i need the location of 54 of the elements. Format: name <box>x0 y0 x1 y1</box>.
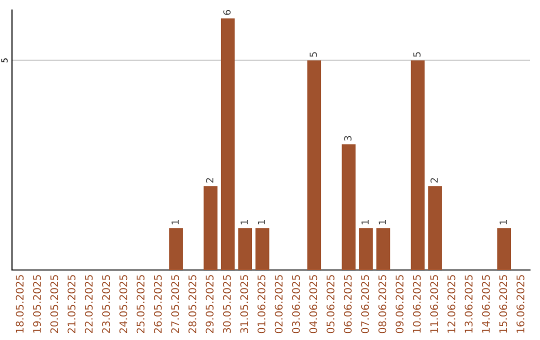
x-tick-label: 26.05.2025 <box>154 275 162 334</box>
x-tick-label: 07.06.2025 <box>361 275 369 334</box>
x-tick-label: 21.05.2025 <box>68 275 76 334</box>
bar <box>169 228 183 270</box>
x-tick-label: 22.05.2025 <box>84 275 93 334</box>
bar <box>204 186 218 270</box>
data-label: 1 <box>500 220 507 224</box>
bar <box>342 144 356 270</box>
bar <box>307 60 322 270</box>
bar <box>359 228 373 270</box>
data-label: 1 <box>240 220 248 224</box>
data-label: 5 <box>310 52 317 57</box>
x-tick-label: 10.06.2025 <box>412 275 421 333</box>
x-tick-label: 18.05.2025 <box>16 275 24 333</box>
x-tick-label: 12.06.2025 <box>447 275 456 333</box>
x-tick-label: 01.06.2025 <box>258 275 266 334</box>
data-label: 6 <box>223 10 231 15</box>
x-tick-label: 30.05.2025 <box>222 275 231 334</box>
bar <box>376 228 390 270</box>
x-tick-label: 15.06.2025 <box>499 275 508 333</box>
x-tick-label: 02.06.2025 <box>274 275 283 334</box>
data-label: 1 <box>258 220 266 224</box>
bar <box>497 228 512 270</box>
x-tick-label: 03.06.2025 <box>292 275 300 334</box>
x-tick-label: 31.05.2025 <box>240 275 248 334</box>
x-tick-label: 29.05.2025 <box>206 275 214 334</box>
x-tick-label: 06.06.2025 <box>344 275 352 334</box>
data-label: 2 <box>430 178 438 183</box>
x-tick-label: 11.06.2025 <box>430 275 438 333</box>
x-tick-label: 16.06.2025 <box>516 275 524 333</box>
bar <box>255 228 270 270</box>
x-tick-label: 19.05.2025 <box>33 275 41 333</box>
x-tick-label: 08.06.2025 <box>378 275 386 334</box>
x-tick-label: 09.06.2025 <box>396 275 404 334</box>
data-label: 1 <box>362 220 369 224</box>
x-tick-label: 25.05.2025 <box>136 275 145 334</box>
bar <box>220 18 235 270</box>
x-tick-label: 27.05.2025 <box>171 275 180 334</box>
x-tick-label: 13.06.2025 <box>464 275 473 333</box>
x-tick-label: 20.05.2025 <box>50 275 58 334</box>
x-tick-label: 24.05.2025 <box>119 275 128 334</box>
data-label: 1 <box>378 220 386 224</box>
x-tick-label: 04.06.2025 <box>309 275 318 334</box>
data-label: 3 <box>344 136 352 141</box>
bar <box>410 60 425 270</box>
x-tick-label: 05.06.2025 <box>326 275 334 334</box>
data-label: 2 <box>206 178 214 183</box>
x-tick-label: 28.05.2025 <box>188 275 196 334</box>
x-tick-label: 23.05.2025 <box>102 275 110 334</box>
bar <box>238 228 252 270</box>
data-label: 1 <box>172 220 179 224</box>
x-tick-label: 14.06.2025 <box>482 275 490 333</box>
data-label: 5 <box>413 52 421 57</box>
bar <box>428 186 442 270</box>
